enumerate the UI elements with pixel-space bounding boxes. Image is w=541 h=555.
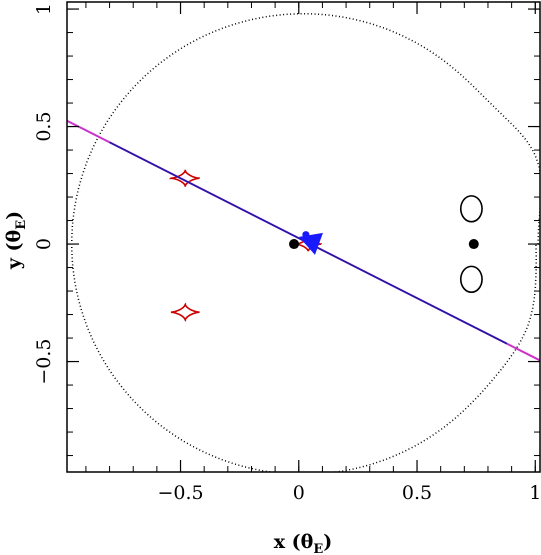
y-tick-label: 0.5 [33, 111, 55, 141]
critical-loop-2 [459, 265, 483, 294]
plot-area [67, 12, 540, 472]
plot-frame [66, 1, 541, 473]
x-tick-label: 1 [529, 482, 541, 504]
direction-arrow [298, 232, 323, 255]
caustic-1 [168, 169, 201, 187]
x-tick-label: −0.5 [157, 482, 203, 504]
y-tick-label: 0 [33, 238, 55, 250]
caustic-2 [170, 302, 200, 322]
x-axis-label: x (θE) [274, 531, 333, 555]
y-tick-label: 1 [33, 3, 55, 15]
x-tick-label: 0 [293, 482, 305, 504]
axis-ticks [67, 2, 540, 472]
critical-loop-1 [459, 195, 483, 223]
y-tick-label: −0.5 [33, 338, 55, 384]
lens-mass-1 [289, 239, 300, 250]
lens-mass-2 [468, 239, 479, 250]
y-axis-label: y (θE) [3, 211, 29, 270]
x-tick-label: 0.5 [402, 482, 432, 504]
